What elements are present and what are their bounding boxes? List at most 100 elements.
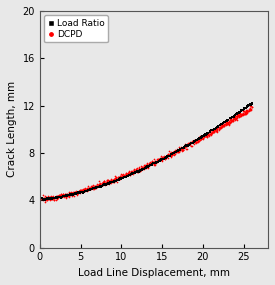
DCPD <box>220 123 225 128</box>
DCPD <box>205 132 210 136</box>
DCPD <box>136 168 141 172</box>
DCPD <box>238 113 243 118</box>
DCPD <box>222 121 227 126</box>
DCPD <box>136 169 141 174</box>
DCPD <box>78 189 82 194</box>
DCPD <box>89 186 94 191</box>
DCPD <box>56 194 60 198</box>
Load Ratio <box>65 194 70 198</box>
DCPD <box>181 146 185 150</box>
Load Ratio <box>59 195 64 200</box>
DCPD <box>78 188 82 192</box>
DCPD <box>215 127 219 131</box>
DCPD <box>70 191 74 195</box>
DCPD <box>174 150 178 154</box>
Load Ratio <box>126 174 130 178</box>
Load Ratio <box>150 162 155 166</box>
DCPD <box>102 179 106 184</box>
DCPD <box>142 166 146 171</box>
DCPD <box>101 180 106 185</box>
Load Ratio <box>64 194 68 198</box>
DCPD <box>180 148 185 152</box>
DCPD <box>230 117 235 122</box>
Load Ratio <box>98 184 103 188</box>
DCPD <box>180 148 185 152</box>
Load Ratio <box>71 192 76 196</box>
DCPD <box>84 186 89 190</box>
DCPD <box>87 186 91 191</box>
DCPD <box>138 166 142 171</box>
Load Ratio <box>233 112 237 117</box>
DCPD <box>198 138 202 142</box>
DCPD <box>210 130 215 134</box>
Load Ratio <box>223 119 227 124</box>
Load Ratio <box>193 138 198 142</box>
Load Ratio <box>88 188 92 192</box>
Load Ratio <box>175 149 179 154</box>
DCPD <box>222 124 226 129</box>
Load Ratio <box>199 135 203 139</box>
DCPD <box>76 191 81 196</box>
DCPD <box>185 143 190 147</box>
Load Ratio <box>177 148 181 152</box>
DCPD <box>137 166 142 171</box>
DCPD <box>229 119 233 123</box>
Load Ratio <box>120 176 124 180</box>
DCPD <box>90 185 95 190</box>
Load Ratio <box>214 125 219 130</box>
Load Ratio <box>218 123 222 127</box>
DCPD <box>84 188 88 192</box>
DCPD <box>51 194 56 198</box>
Load Ratio <box>111 179 116 184</box>
DCPD <box>149 161 153 165</box>
DCPD <box>234 116 238 121</box>
DCPD <box>227 121 232 126</box>
DCPD <box>113 177 117 181</box>
DCPD <box>214 125 219 130</box>
Load Ratio <box>134 170 138 174</box>
DCPD <box>183 142 188 146</box>
DCPD <box>176 148 181 153</box>
Load Ratio <box>173 150 177 155</box>
Load Ratio <box>45 197 49 201</box>
DCPD <box>136 168 140 172</box>
DCPD <box>199 137 203 142</box>
DCPD <box>119 175 123 180</box>
DCPD <box>165 154 169 158</box>
DCPD <box>192 139 196 143</box>
DCPD <box>192 140 197 144</box>
Load Ratio <box>135 169 140 174</box>
DCPD <box>201 136 205 141</box>
Load Ratio <box>99 184 104 188</box>
DCPD <box>159 157 163 162</box>
DCPD <box>42 197 47 201</box>
DCPD <box>58 194 63 198</box>
Load Ratio <box>141 166 145 171</box>
DCPD <box>120 174 124 179</box>
DCPD <box>63 194 67 198</box>
DCPD <box>54 195 58 200</box>
DCPD <box>94 183 98 188</box>
DCPD <box>67 189 72 194</box>
DCPD <box>102 182 107 186</box>
DCPD <box>77 189 81 193</box>
DCPD <box>175 150 180 155</box>
DCPD <box>197 139 201 143</box>
DCPD <box>155 157 160 162</box>
Load Ratio <box>208 129 212 134</box>
Load Ratio <box>89 187 93 191</box>
DCPD <box>157 157 161 161</box>
DCPD <box>144 165 148 170</box>
DCPD <box>118 176 123 181</box>
DCPD <box>134 167 138 172</box>
DCPD <box>171 150 175 154</box>
Load Ratio <box>161 157 165 162</box>
DCPD <box>218 125 222 129</box>
DCPD <box>58 194 62 199</box>
DCPD <box>212 129 216 133</box>
Load Ratio <box>68 192 73 197</box>
DCPD <box>164 154 169 158</box>
DCPD <box>151 162 156 167</box>
DCPD <box>201 137 205 142</box>
DCPD <box>180 146 185 151</box>
